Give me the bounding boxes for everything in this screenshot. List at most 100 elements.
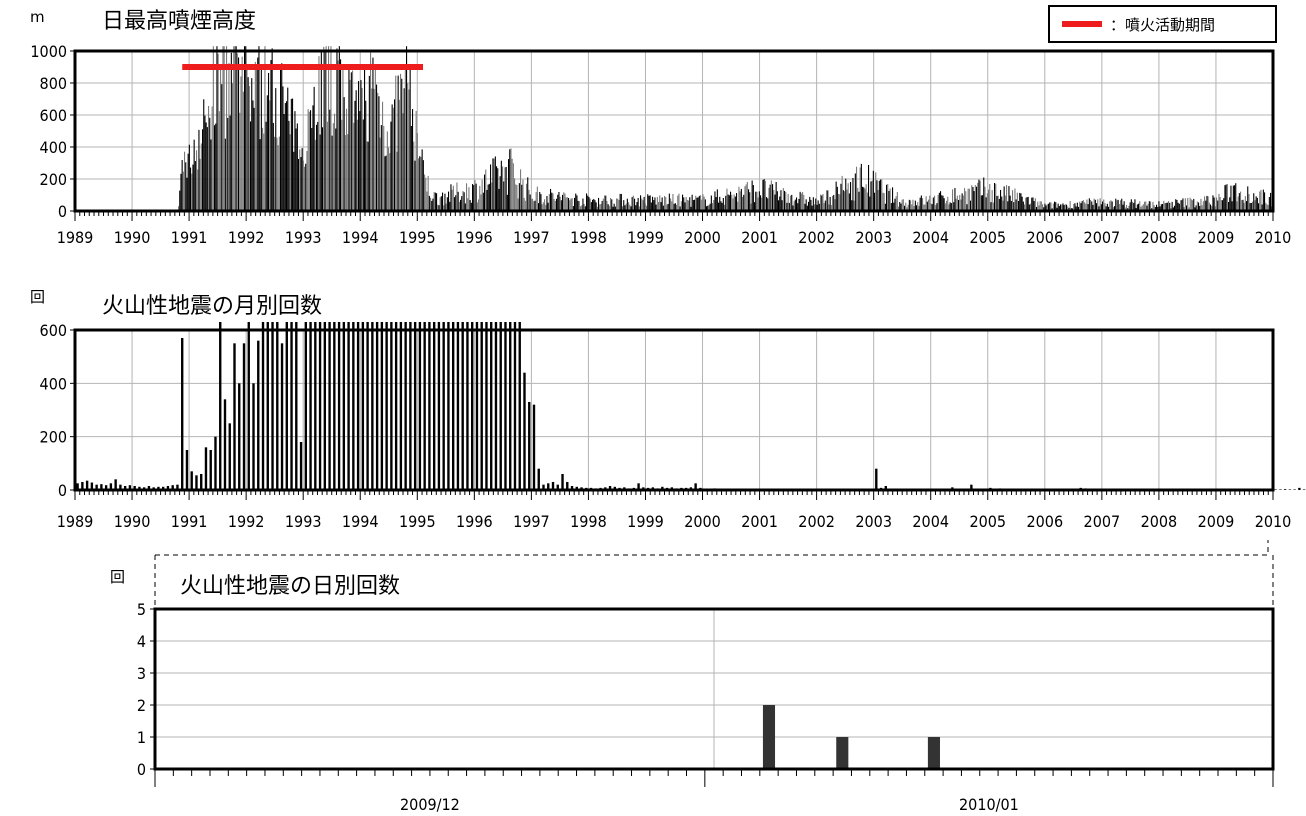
plume-bar: [624, 205, 626, 211]
plume-x-tick-label: 2003: [855, 228, 892, 247]
plume-bar: [937, 195, 939, 211]
plume-bar: [1019, 192, 1021, 211]
plume-bar: [1267, 205, 1269, 211]
plume-bar: [1201, 205, 1203, 211]
plume-bar: [1098, 206, 1100, 211]
plume-bar: [696, 197, 698, 211]
plume-bar: [479, 185, 481, 211]
monthly-y-tick-label: 600: [40, 321, 67, 340]
plume-bar: [619, 193, 621, 211]
plume-bar: [679, 206, 681, 211]
plume-bar: [664, 195, 666, 211]
plume-bar: [824, 200, 826, 211]
plume-bar: [1086, 199, 1088, 211]
plume-bar: [1021, 196, 1023, 211]
plume-bar: [1122, 204, 1124, 211]
plume-bar: [1066, 204, 1068, 211]
monthly-bar: [233, 343, 236, 490]
plume-bar: [1116, 200, 1118, 211]
plume-bar: [452, 185, 454, 211]
plume-x-tick-label: 2006: [1026, 228, 1063, 247]
plume-bar: [442, 192, 444, 211]
plume-bar: [469, 200, 471, 211]
plume-bar: [233, 46, 235, 212]
plume-bar: [565, 197, 567, 211]
plume-bar: [844, 191, 846, 211]
monthly-bar: [475, 322, 479, 490]
plume-bar: [1025, 197, 1027, 211]
plume-bar: [538, 203, 540, 211]
plume-bar: [808, 201, 810, 211]
plume-y-tick-label: 800: [40, 74, 67, 93]
plume-bar: [1056, 207, 1058, 211]
monthly-bar: [570, 486, 574, 490]
plume-bar: [1061, 204, 1063, 211]
plume-bar: [346, 108, 348, 211]
plume-bar: [979, 180, 981, 211]
plume-bar: [480, 194, 482, 211]
plume-bar: [719, 196, 721, 211]
plume-bar: [1148, 201, 1150, 211]
plume-bar: [853, 200, 855, 211]
plume-bar: [826, 190, 828, 211]
plume-x-tick-label: 2002: [798, 228, 835, 247]
plume-bar: [372, 57, 374, 212]
plume-bar: [674, 203, 676, 211]
plume-bar: [980, 195, 982, 211]
monthly-bar: [637, 483, 640, 490]
plume-bar: [1120, 200, 1122, 211]
plume-bar: [185, 162, 187, 211]
plume-bar: [946, 200, 948, 211]
plume-bar: [1214, 206, 1216, 211]
plume-bar: [1181, 200, 1183, 211]
plume-bar: [571, 198, 573, 211]
monthly-bar: [490, 322, 493, 490]
monthly-bar: [1302, 489, 1306, 490]
plume-bar: [422, 160, 424, 211]
plume-bar: [324, 50, 326, 211]
monthly-x-tick-label: 2007: [1084, 512, 1121, 531]
plume-bar: [660, 202, 662, 211]
plume-bar: [391, 104, 393, 211]
monthly-bar: [161, 486, 165, 490]
plume-bar: [434, 192, 436, 211]
plume-bar: [653, 200, 655, 211]
plume-bar: [1117, 199, 1119, 211]
plume-bar: [222, 46, 224, 212]
plume-bar: [630, 206, 632, 211]
plume-bar: [666, 204, 668, 211]
plume-bar: [395, 75, 397, 211]
plume-bar: [752, 185, 754, 211]
plume-bar: [881, 179, 883, 211]
plume-bar: [859, 167, 861, 211]
plume-bar: [1093, 198, 1095, 211]
plume-bar: [1230, 185, 1232, 211]
plume-bar: [1228, 202, 1230, 211]
plume-bar: [1253, 193, 1255, 211]
plume-bar: [1178, 203, 1180, 211]
monthly-bar: [694, 483, 697, 490]
plume-bar: [450, 184, 452, 211]
plume-bar: [476, 202, 478, 211]
plume-bar: [606, 200, 608, 211]
plume-bar: [577, 200, 579, 211]
plume-bar: [782, 188, 784, 211]
plume-bar: [409, 68, 411, 212]
plume-bar: [827, 190, 829, 211]
plume-bar: [1118, 204, 1120, 211]
plume-bar: [466, 183, 468, 211]
plume-bar: [1180, 200, 1182, 211]
plume-bar: [1157, 206, 1159, 211]
monthly-bar: [499, 322, 502, 490]
plume-bar: [940, 191, 942, 211]
plume-bar: [306, 151, 308, 211]
plume-bar: [574, 197, 576, 211]
plume-bar: [1207, 196, 1209, 211]
plume-x-tick-label: 2001: [741, 228, 778, 247]
plume-bar: [745, 184, 747, 211]
plume-bar: [1246, 201, 1248, 211]
plume-bar: [517, 198, 519, 211]
plume-bar: [445, 203, 447, 211]
plume-bar: [378, 96, 380, 211]
plume-bar: [256, 69, 258, 212]
